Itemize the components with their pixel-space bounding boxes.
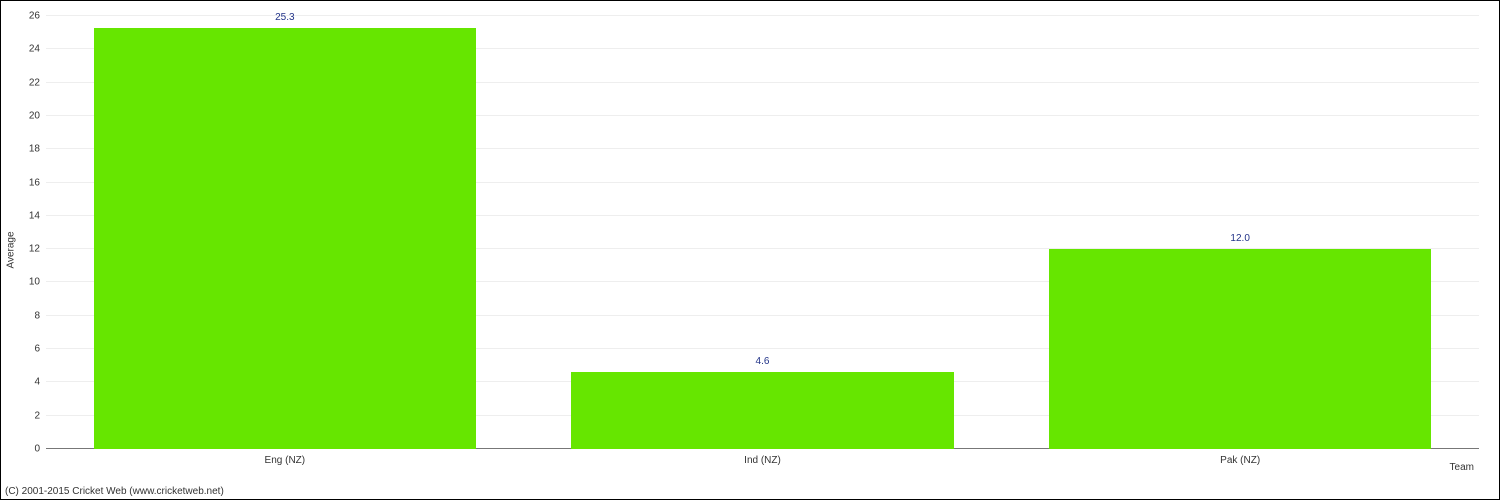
y-tick-label: 24 <box>29 44 40 55</box>
y-tick-label: 22 <box>29 77 40 88</box>
bar: 12.0 <box>1049 249 1431 449</box>
x-category-label: Ind (NZ) <box>744 455 781 466</box>
x-category-label: Eng (NZ) <box>265 455 306 466</box>
y-tick-label: 2 <box>34 410 40 421</box>
y-tick-label: 10 <box>29 277 40 288</box>
bar: 25.3 <box>94 28 476 449</box>
plot-area: 0246810121416182022242625.3Eng (NZ)4.6In… <box>46 16 1479 449</box>
gridline <box>46 15 1479 16</box>
bar-value-label: 25.3 <box>275 12 294 23</box>
chart-frame: Average 0246810121416182022242625.3Eng (… <box>0 0 1500 500</box>
y-tick-label: 4 <box>34 377 40 388</box>
y-tick-label: 16 <box>29 177 40 188</box>
y-tick-label: 18 <box>29 144 40 155</box>
bar-value-label: 12.0 <box>1230 233 1249 244</box>
copyright-text: (C) 2001-2015 Cricket Web (www.cricketwe… <box>5 486 224 497</box>
bar-value-label: 4.6 <box>756 356 770 367</box>
y-tick-label: 20 <box>29 110 40 121</box>
x-axis-title: Team <box>1450 462 1474 473</box>
y-axis-title: Average <box>6 231 17 268</box>
y-tick-label: 14 <box>29 210 40 221</box>
x-category-label: Pak (NZ) <box>1220 455 1260 466</box>
y-tick-label: 8 <box>34 310 40 321</box>
y-tick-label: 26 <box>29 11 40 22</box>
y-tick-label: 0 <box>34 444 40 455</box>
y-tick-label: 6 <box>34 344 40 355</box>
plot-inner: 0246810121416182022242625.3Eng (NZ)4.6In… <box>46 16 1479 449</box>
y-tick-label: 12 <box>29 244 40 255</box>
bar: 4.6 <box>571 372 953 449</box>
